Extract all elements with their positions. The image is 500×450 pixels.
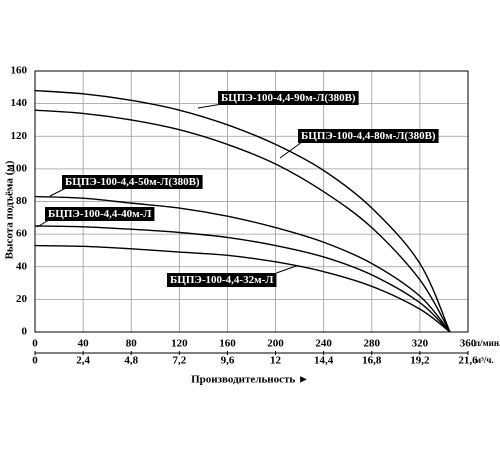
legend-box xyxy=(218,91,359,105)
y-tick-label: 140 xyxy=(11,97,28,109)
curve xyxy=(34,225,451,333)
x-tick-label: 280 xyxy=(364,338,381,350)
curve xyxy=(34,244,451,333)
legend-box xyxy=(45,207,155,221)
legend-label: БЦПЭ-100-4,4-50м-Л(380В) xyxy=(65,176,200,188)
x-tick-label: 160 xyxy=(219,338,236,350)
leader-line xyxy=(276,265,297,274)
x2-tick-label: 21,6 xyxy=(458,355,478,367)
x2-tick-label: 9,6 xyxy=(221,355,235,367)
legend-label: БЦПЭ-100-4,4-32м-Л xyxy=(170,274,274,286)
x-tick-label: 200 xyxy=(267,338,284,350)
legend-box xyxy=(298,129,439,143)
leader-line xyxy=(279,141,303,159)
curve xyxy=(34,109,451,333)
y-tick-label: 0 xyxy=(22,326,28,338)
x-tick-label: 40 xyxy=(78,338,90,350)
legend-box xyxy=(167,273,277,287)
x2-tick-label: 12 xyxy=(270,355,282,367)
y-tick-label: 80 xyxy=(16,195,28,207)
x-tick-label: 120 xyxy=(171,338,188,350)
x-tick-label: 360 xyxy=(460,338,477,350)
x2-tick-label: 7,2 xyxy=(172,355,186,367)
x2-tick-label: 19,2 xyxy=(410,355,430,367)
plot-frame xyxy=(34,70,469,333)
legend-box xyxy=(62,175,203,189)
x-tick-label: 320 xyxy=(412,338,429,350)
x2-unit: м³/ч. xyxy=(475,355,494,365)
x-tick-label: 0 xyxy=(32,338,38,350)
legend-label: БЦПЭ-100-4,4-40м-Л xyxy=(48,208,152,220)
x2-tick-label: 16,8 xyxy=(362,355,382,367)
legend-label: БЦПЭ-100-4,4-90м-Л(380В) xyxy=(221,92,356,104)
leader-line xyxy=(49,187,67,197)
x-unit: л/мин. xyxy=(475,338,500,348)
curve xyxy=(34,89,451,333)
x2-tick-label: 4,8 xyxy=(124,355,138,367)
x2-tick-label: 2,4 xyxy=(76,355,90,367)
x-tick-label: 240 xyxy=(315,338,332,350)
y-tick-label: 40 xyxy=(16,260,28,272)
y-tick-label: 160 xyxy=(11,65,28,77)
y-tick-label: 20 xyxy=(16,293,28,305)
legend-label: БЦПЭ-100-4,4-80м-Л(380В) xyxy=(301,130,436,142)
x-axis-title: Производительность ► xyxy=(191,374,309,386)
y-tick-label: 100 xyxy=(11,162,28,174)
x2-tick-label: 14,4 xyxy=(314,355,334,367)
y-axis-title: Высота подъёма (м) xyxy=(4,160,16,259)
y-tick-label: 120 xyxy=(11,130,28,142)
leader-line xyxy=(36,219,50,228)
y-tick-label: 60 xyxy=(16,228,28,240)
curve xyxy=(34,195,451,333)
x2-tick-label: 0 xyxy=(32,355,38,367)
x-tick-label: 80 xyxy=(126,338,138,350)
